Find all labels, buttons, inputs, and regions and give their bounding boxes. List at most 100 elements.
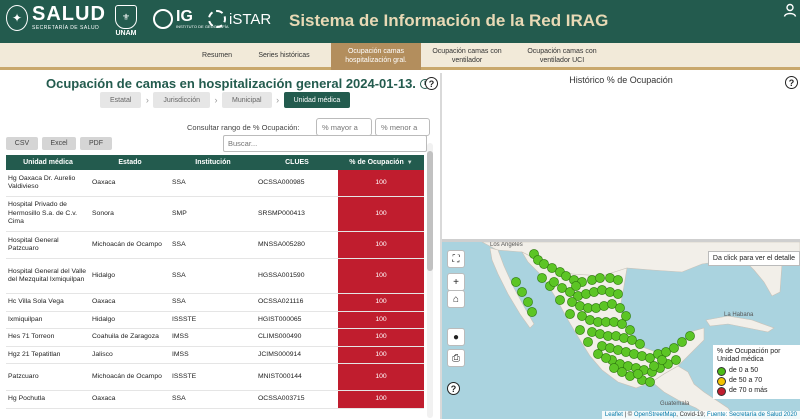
hospital-marker[interactable] [557, 283, 567, 293]
pdf-button[interactable]: PDF [80, 137, 112, 150]
search-input[interactable] [223, 135, 427, 152]
hospital-marker[interactable] [577, 311, 587, 321]
breadcrumb-municipal[interactable]: Municipal [221, 92, 272, 108]
hospital-marker[interactable] [597, 285, 607, 295]
help-icon[interactable]: ? [447, 382, 460, 395]
hospital-marker[interactable] [539, 259, 549, 269]
hospital-marker[interactable] [613, 275, 623, 285]
hospital-marker[interactable] [617, 367, 627, 377]
fullscreen-button[interactable]: ⛶ [447, 250, 465, 268]
locate-button[interactable]: ● [447, 328, 465, 346]
hospital-marker[interactable] [609, 317, 619, 327]
hospital-marker[interactable] [685, 331, 695, 341]
hospital-marker[interactable] [567, 297, 577, 307]
breadcrumb-estatal[interactable]: Estatal [100, 92, 142, 108]
hospital-marker[interactable] [523, 297, 533, 307]
hospital-marker[interactable] [621, 347, 631, 357]
table-row[interactable]: Hes 71 Torreon Coahuila de Zaragoza IMSS CL… [6, 329, 424, 347]
hospital-marker[interactable] [565, 287, 575, 297]
table-row[interactable]: Patzcuaro Michoacán de Ocampo ISSSTE MNIST0… [6, 364, 424, 391]
excel-button[interactable]: Excel [42, 137, 76, 150]
hospital-marker[interactable] [661, 347, 671, 357]
hospital-marker[interactable] [599, 301, 609, 311]
hospital-marker[interactable] [605, 273, 615, 283]
hospital-marker[interactable] [633, 369, 643, 379]
osm-link[interactable]: OpenStreetMap [633, 412, 677, 418]
hospital-marker[interactable] [645, 353, 655, 363]
hospital-marker[interactable] [593, 349, 603, 359]
hospital-marker[interactable] [613, 289, 623, 299]
hospital-marker[interactable] [605, 343, 615, 353]
tab-ocupacion-hospitalizacion[interactable]: Ocupación camas hospitalización gral. [331, 43, 421, 70]
hospital-marker[interactable] [587, 327, 597, 337]
table-row[interactable]: Hg Oaxaca Dr. Aurelio Valdivieso Oaxaca SS… [6, 170, 424, 197]
hospital-marker[interactable] [645, 377, 655, 387]
table-row[interactable]: Ixmiquilpan Hidalgo ISSSTE HGIST000065 100 [6, 312, 424, 329]
tab-ocupacion-ventilador-uci[interactable]: Ocupación camas con ventilador UCI [527, 48, 597, 64]
column-header-estado[interactable]: Estado [118, 159, 142, 166]
zoom-in-button[interactable]: + [447, 273, 465, 291]
hospital-marker[interactable] [617, 319, 627, 329]
hospital-marker[interactable] [671, 355, 681, 365]
hospital-marker[interactable] [637, 351, 647, 361]
hospital-marker[interactable] [527, 307, 537, 317]
map-detail-hint[interactable]: Da click para ver el detalle [707, 251, 800, 266]
hospital-marker[interactable] [591, 303, 601, 313]
breadcrumb-unidad-medica[interactable]: Unidad médica [283, 92, 351, 108]
hospital-marker[interactable] [589, 287, 599, 297]
table-scrollbar[interactable] [427, 143, 433, 418]
hospital-marker[interactable] [625, 325, 635, 335]
column-header-institucion[interactable]: Institución [195, 159, 231, 166]
hospital-marker[interactable] [669, 343, 679, 353]
csv-button[interactable]: CSV [6, 137, 38, 150]
hospital-marker[interactable] [561, 271, 571, 281]
scrollbar-thumb[interactable] [427, 151, 433, 271]
hospital-marker[interactable] [629, 349, 639, 359]
table-row[interactable]: Hospital General Patzcuaro Michoacán de O… [6, 232, 424, 259]
home-icon[interactable]: ⌂ [447, 290, 465, 308]
hospital-marker[interactable] [657, 355, 667, 365]
hospital-marker[interactable] [627, 335, 637, 345]
tab-ocupacion-ventilador[interactable]: Ocupación camas con ventilador [432, 48, 502, 64]
user-icon[interactable] [783, 3, 797, 17]
range-min-input[interactable] [316, 118, 372, 136]
column-header-clues[interactable]: CLUES [285, 159, 309, 166]
hospital-marker[interactable] [587, 275, 597, 285]
hospital-marker[interactable] [547, 263, 557, 273]
hospital-marker[interactable] [601, 353, 611, 363]
hospital-marker[interactable] [565, 309, 575, 319]
table-row[interactable]: Hc Villa Sola Vega Oaxaca SSA OCSSA021116 10… [6, 294, 424, 312]
hospital-marker[interactable] [575, 325, 585, 335]
map[interactable]: Los Angeles La Habana Guatemala ⛶ + − ⌂ … [442, 242, 800, 419]
column-header-unidad[interactable]: Unidad médica [23, 159, 73, 166]
hospital-marker[interactable] [605, 287, 615, 297]
hospital-marker[interactable] [517, 287, 527, 297]
hospital-marker[interactable] [585, 315, 595, 325]
hospital-marker[interactable] [611, 331, 621, 341]
help-icon[interactable]: ? [785, 76, 798, 89]
fuente-link[interactable]: Fuente: Secretaría de Salud 2020 [706, 412, 797, 418]
hospital-marker[interactable] [575, 301, 585, 311]
hospital-marker[interactable] [595, 273, 605, 283]
map-canvas[interactable] [442, 242, 800, 419]
hospital-marker[interactable] [549, 277, 559, 287]
hospital-marker[interactable] [615, 303, 625, 313]
hospital-marker[interactable] [537, 273, 547, 283]
hospital-marker[interactable] [583, 337, 593, 347]
hospital-marker[interactable] [581, 289, 591, 299]
range-max-input[interactable] [375, 118, 430, 136]
hospital-marker[interactable] [595, 329, 605, 339]
hospital-marker[interactable] [649, 361, 659, 371]
hospital-marker[interactable] [613, 345, 623, 355]
tab-resumen[interactable]: Resumen [202, 52, 232, 60]
table-row[interactable]: Hg Pochutla Oaxaca SSA OCSSA003715 100 [6, 391, 424, 409]
hospital-marker[interactable] [619, 333, 629, 343]
breadcrumb-jurisdiccion[interactable]: Jurisdicción [153, 92, 210, 108]
hospital-marker[interactable] [571, 281, 581, 291]
leaflet-link[interactable]: Leaflet [604, 412, 623, 418]
help-icon[interactable]: ? [425, 77, 438, 90]
tab-series-historicas[interactable]: Series históricas [258, 52, 310, 60]
hospital-marker[interactable] [635, 339, 645, 349]
print-icon[interactable]: ⎙ [447, 349, 465, 367]
table-row[interactable]: Hgz 21 Tepatitlan Jalisco IMSS JCIMS000914 1… [6, 347, 424, 364]
